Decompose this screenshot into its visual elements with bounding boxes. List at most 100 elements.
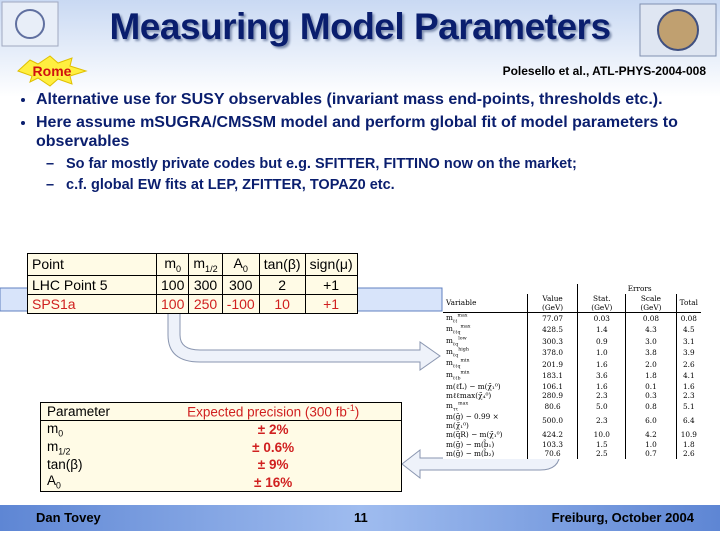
row: mℓqhigh 378.0 1.0 3.8 3.9 (443, 346, 701, 359)
cell-subscript: ℓℓ (452, 319, 458, 325)
row: m(g̃) − m(b̃₂) 70.6 2.5 0.7 2.6 (443, 449, 701, 459)
header-cell: Variable (443, 293, 528, 313)
cell-text: 424.2 (542, 430, 563, 440)
cell-text: m (446, 400, 453, 410)
sub-bullet: c.f. global EW fits at LEP, ZFITTER, TOP… (66, 176, 708, 195)
cell: m(g̃) − 0.99 × m(χ̃₁⁰) (443, 412, 527, 430)
cell-superscript: min (460, 370, 470, 376)
cell-text: 2.6 (683, 359, 695, 369)
cell-text: 3.0 (645, 336, 657, 346)
cell: 300 (188, 274, 223, 295)
cell: 0.08 (625, 312, 677, 325)
cell-text: Expected precision (300 fb (187, 404, 347, 420)
cell: mℓℓqmin (443, 358, 527, 369)
cell-text: 2.3 (596, 391, 608, 401)
cell: 100 (155, 293, 190, 314)
cell-text: 0.3 (645, 391, 657, 401)
cell: 2.6 (675, 358, 701, 370)
cell: 428.5 (526, 324, 578, 336)
cell-subscript: 1/2 (205, 263, 218, 274)
cell-text: 0.03 (593, 313, 610, 323)
cell-text: +1 (323, 276, 340, 293)
cell: mℓqlow (443, 336, 527, 347)
cell: mℓℓmax(χ̃₄⁰) (443, 391, 527, 401)
header-row: Variable Value (GeV) Stat. (GeV) Scale (GeV… (443, 293, 701, 313)
cell-text: 80.6 (544, 401, 561, 411)
cell-superscript: max (458, 401, 469, 407)
citation: Polesello et al., ATL-PHYS-2004-008 (502, 64, 706, 78)
precision-table: Parameter Expected precision (300 fb-1) m0… (40, 402, 402, 493)
cell: 106.1 (526, 381, 578, 391)
cell-text: A (47, 473, 57, 489)
cell-text: 0.9 (596, 336, 608, 346)
cell-text: 2.6 (683, 449, 695, 459)
cell-text: tan(β) (263, 256, 301, 273)
row: m0 ± 2% (41, 421, 402, 439)
cell-text: 2.0 (645, 359, 657, 369)
cell-text: 1.6 (596, 381, 608, 391)
cell-text: 1.8 (645, 371, 657, 381)
cell: ± 2% (145, 421, 401, 439)
cell-text: 2.5 (596, 449, 608, 459)
cell: 70.6 (526, 449, 578, 459)
params-table: Point m0 m1/2 A0 tan(β) sign(μ) LHC Point 5 100… (27, 253, 358, 314)
cell: mττmax (443, 401, 527, 412)
header-cell: Value (GeV) (526, 293, 578, 313)
cell-text: 5.0 (596, 401, 608, 411)
cell: 3.9 (675, 346, 701, 359)
cell-text: m (47, 438, 59, 454)
cell: 1.5 (577, 439, 626, 450)
cell: 424.2 (526, 429, 578, 440)
cell-text: 4.2 (645, 430, 657, 440)
cell-superscript: min (460, 358, 470, 364)
arrow-1 (167, 310, 441, 371)
cell: m(g̃) − m(b̃₁) (443, 440, 527, 450)
cell-text: 0.7 (645, 449, 657, 459)
cell: 10.0 (577, 429, 626, 440)
cell: m(g̃) − m(b̃₂) (443, 449, 527, 459)
cell: mℓℓmax (443, 312, 527, 324)
cell: 3.8 (625, 346, 677, 359)
cell-text: 1.6 (596, 359, 608, 369)
cell-subscript: ℓℓq (452, 364, 461, 370)
cell-text: mℓℓmax(χ̃₄⁰) (446, 391, 492, 401)
cell-text: 300 (193, 276, 218, 293)
errors-table: Errors Variable Value (GeV) Stat. (GeV) Scal… (443, 284, 701, 459)
cell: +1 (304, 274, 358, 295)
header-row: Parameter Expected precision (300 fb-1) (40, 402, 402, 421)
cell: 250 (188, 293, 223, 314)
cell-text: 77.07 (542, 313, 563, 323)
cell: 300.3 (526, 335, 578, 347)
cell-text: 1.8 (683, 439, 695, 449)
cell: ± 0.6% (145, 439, 401, 457)
bullets: Alternative use for SUSY observables (in… (18, 90, 708, 195)
cell-text: 3.6 (596, 371, 608, 381)
cell: 4.1 (675, 369, 701, 382)
cell: m0 (41, 421, 146, 439)
cell-text: 280.9 (542, 391, 563, 401)
cell-text: m (47, 421, 59, 436)
row: mℓℓbmin 183.1 3.6 1.8 4.1 (443, 369, 701, 382)
cell: 201.9 (526, 358, 578, 370)
cell: LHC Point 5 (27, 274, 157, 295)
group-header: Errors (577, 284, 701, 294)
cell: 2 (258, 274, 306, 295)
cell-text: 10.9 (680, 430, 697, 440)
header-cell: Total (675, 293, 701, 313)
cell-text: m (446, 312, 453, 322)
cell: 2.5 (577, 449, 626, 459)
cell-text: m(g̃) − m(b̃₂) (446, 449, 495, 459)
row: m(ℓ̃L) − m(χ̃₁⁰) 106.1 1.6 0.1 1.6 (443, 381, 701, 391)
cell-subscript: ττ (452, 406, 459, 412)
cell-text: -100 (226, 295, 255, 312)
cell: 0.9 (577, 335, 626, 347)
cell-superscript: max (460, 324, 471, 330)
row: mℓqlow 300.3 0.9 3.0 3.1 (443, 335, 701, 347)
cell-subscript: 1/2 (58, 446, 71, 457)
cell-text: 10 (274, 295, 290, 312)
cell-text: +1 (323, 295, 340, 312)
cell: m(q̃R) − m(χ̃₁⁰) (443, 430, 527, 440)
cell-text: A (233, 255, 243, 271)
cell-text: 5.1 (683, 401, 695, 411)
cell-text: 2.3 (596, 416, 608, 426)
